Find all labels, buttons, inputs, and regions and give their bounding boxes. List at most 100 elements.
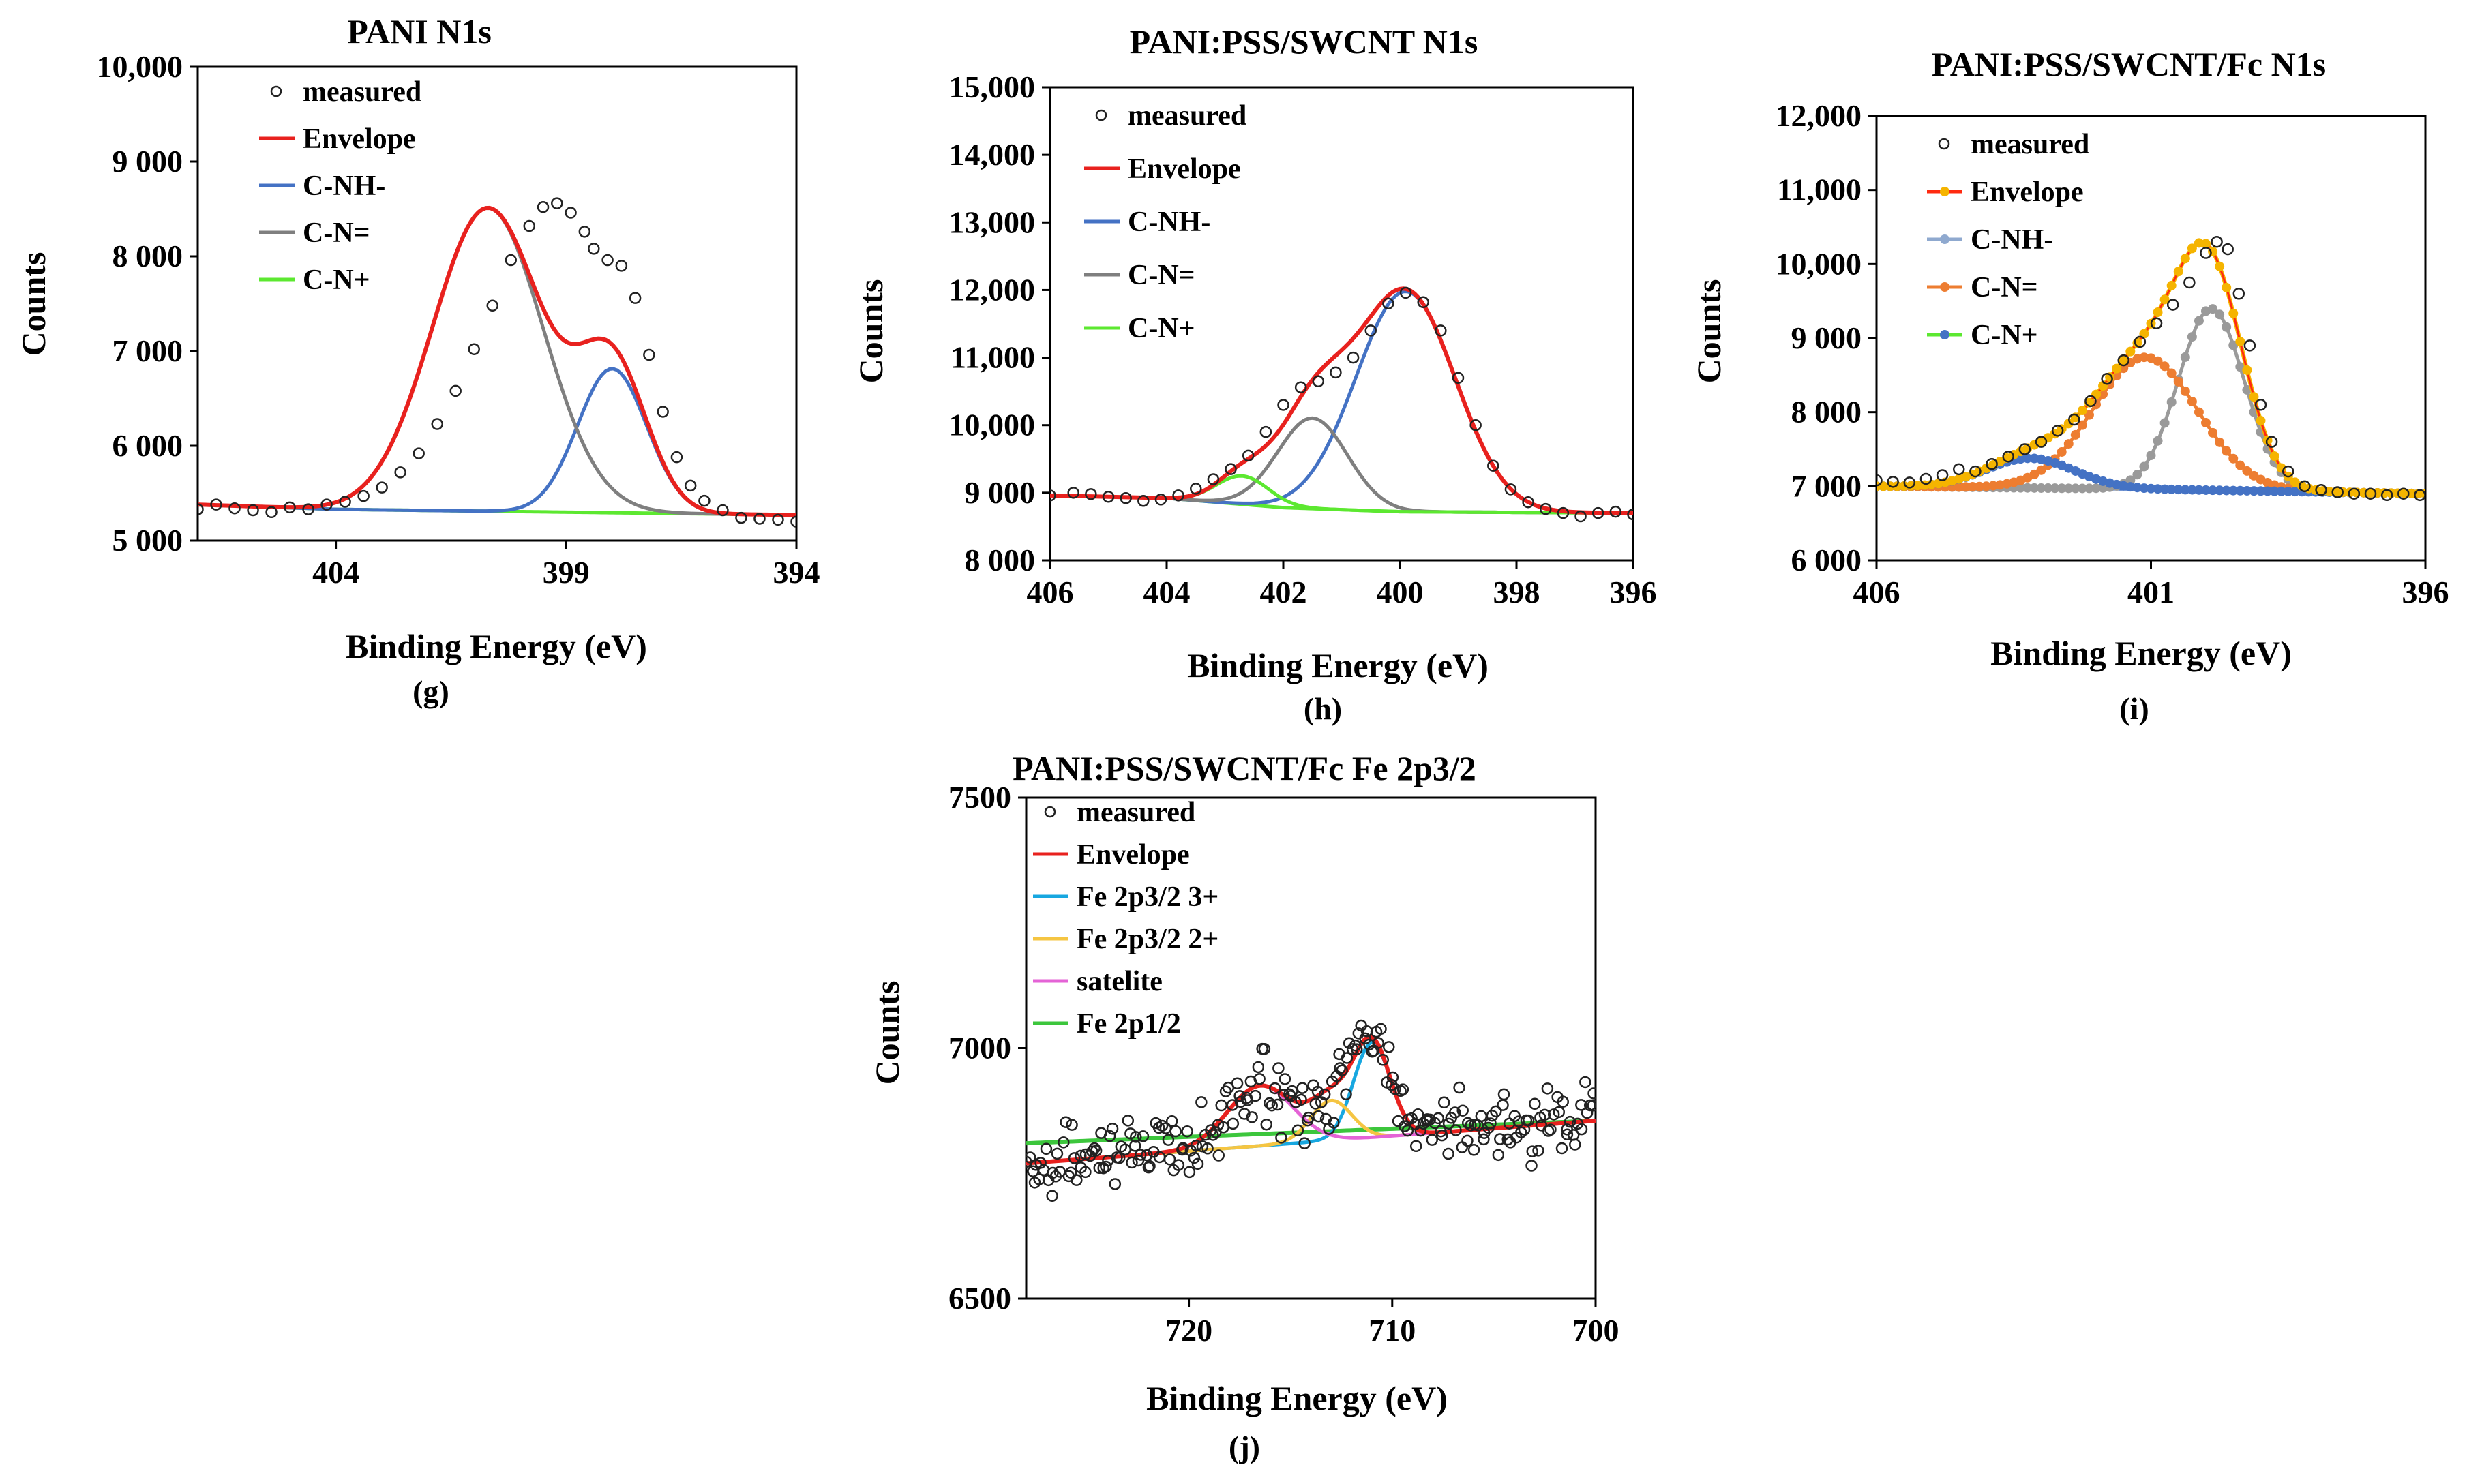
measured-point	[449, 384, 462, 397]
measured-point	[2183, 276, 2196, 289]
measured-point	[210, 498, 222, 511]
measured-point	[601, 254, 614, 267]
y-tick-label: 10,000	[949, 408, 1036, 442]
measured-point	[1328, 1117, 1340, 1129]
component-marker	[2057, 483, 2067, 494]
measured-point	[1450, 1124, 1462, 1136]
component-marker	[1954, 482, 1964, 492]
measured-point	[1130, 1131, 1142, 1143]
measured-point	[1277, 399, 1289, 411]
measured-point	[1540, 502, 1552, 515]
measured-point	[2051, 425, 2064, 437]
component-marker	[2208, 485, 2218, 496]
component-marker	[2050, 483, 2060, 494]
measured-point	[790, 515, 796, 528]
envelope-marker	[2173, 267, 2183, 277]
measured-point	[1442, 1117, 1455, 1130]
component-marker	[2180, 352, 2190, 362]
measured-point	[1058, 1136, 1070, 1149]
plot-area	[1050, 286, 1633, 523]
measured-point	[2414, 489, 2425, 502]
measured-point	[1382, 297, 1394, 310]
legend-label: C-N+	[1128, 313, 1195, 344]
component-marker	[2077, 420, 2087, 430]
measured-point	[1109, 1178, 1122, 1190]
measured-point	[1522, 1114, 1535, 1127]
component-marker	[2063, 483, 2074, 494]
measured-point	[1207, 473, 1220, 485]
measured-point	[2364, 487, 2377, 500]
measured-point	[1435, 324, 1447, 337]
component-marker	[2262, 486, 2273, 496]
plot-frame	[1049, 86, 1634, 562]
measured-point	[1401, 1124, 1414, 1137]
legend-label: Fe 2p3/2 3+	[1077, 881, 1218, 913]
measured-point	[1541, 1082, 1554, 1095]
measured-point	[1432, 1112, 1445, 1125]
measured-point	[1169, 1125, 1182, 1138]
measured-point	[1047, 1166, 1059, 1179]
measured-point	[2232, 288, 2245, 300]
component-marker	[2139, 461, 2149, 472]
measured-point	[1050, 489, 1056, 502]
measured-point	[1330, 366, 1342, 379]
y-axis-title-j: Counts	[868, 981, 906, 1085]
legend-marker	[1940, 187, 1949, 196]
component-marker	[2208, 427, 2218, 438]
component-marker	[2173, 485, 2183, 495]
component-marker	[2132, 483, 2142, 493]
legend-marker	[1940, 234, 1949, 244]
component-marker	[2057, 446, 2067, 457]
panel-h: PANI:PSS/SWCNT N1s Counts Binding Energy…	[852, 22, 1489, 726]
measured-point	[1969, 465, 1982, 478]
measured-point	[1564, 1115, 1576, 1128]
measured-point	[1100, 1160, 1112, 1173]
measured-point	[565, 207, 577, 219]
measured-point	[198, 503, 204, 515]
chart-j: 6500 7000 7500 720 710 700 measured Envelope Fe …	[948, 780, 1619, 1348]
measured-point	[468, 343, 480, 355]
measured-point	[1346, 1043, 1359, 1055]
measured-point	[247, 504, 259, 517]
measured-point	[1526, 1145, 1539, 1157]
measured-point	[2380, 489, 2393, 502]
envelope-marker	[1899, 481, 1909, 491]
y-tick-label: 5 000	[113, 523, 183, 558]
legend-label: C-N+	[1971, 320, 2038, 351]
measured-point	[1555, 1142, 1568, 1155]
measured-point	[1090, 1145, 1103, 1157]
measured-point	[1375, 1023, 1387, 1035]
measured-point	[1067, 487, 1079, 499]
measured-point	[1242, 449, 1255, 462]
chart-h: 8 000 9 000 10,000 11,000 12,000 13,000 14,000…	[949, 70, 1657, 609]
measured-point	[1405, 1112, 1418, 1125]
component-marker	[2070, 483, 2080, 494]
measured-point	[1417, 296, 1429, 309]
measured-point	[2331, 486, 2344, 498]
measured-point	[1156, 1119, 1169, 1132]
measured-point	[735, 511, 747, 524]
measured-point	[1165, 1115, 1178, 1127]
y-tick-label: 11,000	[951, 340, 1035, 375]
measured-point	[1128, 1140, 1141, 1152]
measured-point	[1196, 1140, 1209, 1153]
measured-point	[413, 447, 425, 459]
envelope-marker	[2249, 392, 2259, 402]
component-marker	[2098, 483, 2108, 493]
measured-point	[284, 501, 296, 514]
component-marker	[2029, 483, 2039, 493]
measured-point	[615, 260, 628, 272]
measured-point	[1249, 1089, 1261, 1102]
component-marker	[2194, 485, 2204, 495]
component-marker	[2222, 322, 2232, 332]
measured-point	[1311, 1085, 1324, 1098]
measured-point	[1461, 1134, 1474, 1147]
y-tick-label: 7500	[948, 780, 1011, 815]
component-marker	[2022, 453, 2033, 464]
component-marker	[2215, 309, 2225, 320]
measured-point	[753, 513, 766, 525]
measured-point	[1071, 1174, 1083, 1186]
component-marker	[2043, 483, 2053, 494]
measured-point	[1259, 425, 1272, 438]
measured-point	[1183, 1166, 1196, 1179]
